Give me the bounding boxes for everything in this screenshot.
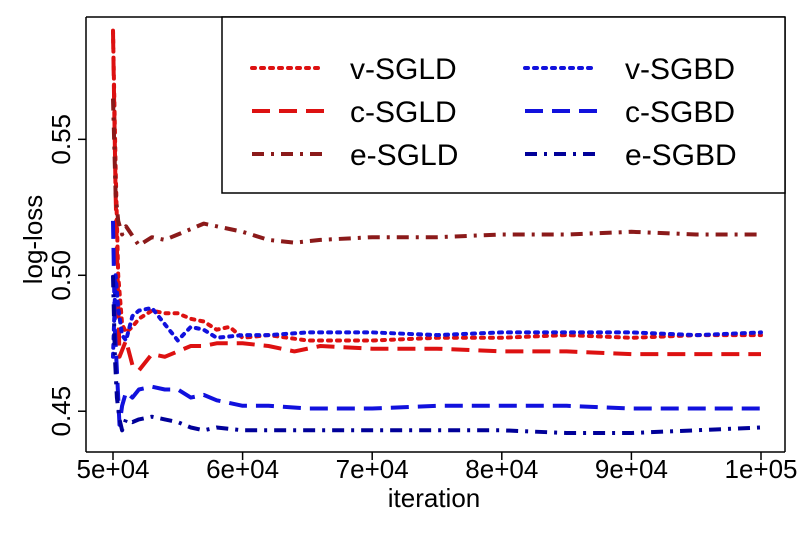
legend-box — [221, 16, 786, 194]
series-line-c-sgbd — [111, 220, 761, 427]
x-tick-label: 8e+04 — [465, 454, 538, 484]
x-tick-label: 7e+04 — [336, 454, 409, 484]
x-tick-label: 5e+04 — [76, 454, 149, 484]
axes: 5e+04 6e+04 7e+04 8e+04 9e+04 1e+05 0.45 0.50 0.… — [46, 16, 798, 484]
series-line-c-sgld — [111, 30, 761, 373]
legend-label-c-sgbd: c-SGBD — [625, 96, 735, 129]
legend-label-e-sgbd: e-SGBD — [625, 139, 737, 172]
y-tick-label: 0.50 — [46, 250, 76, 301]
series-line-v-sgbd — [111, 273, 763, 359]
legend-label-e-sgld: e-SGLD — [350, 139, 458, 172]
legend-label-c-sgld: c-SGLD — [350, 96, 457, 129]
series-layer — [111, 28, 763, 435]
legend-label-v-sgld: v-SGLD — [350, 53, 457, 86]
y-tick-label: 0.45 — [46, 386, 76, 437]
legend: v-SGLD c-SGLD e-SGLD v-SGBD c-SGBD e-SGBD — [221, 16, 786, 194]
x-tick-label: 1e+05 — [724, 454, 797, 484]
y-axis-title: log-loss — [18, 195, 48, 285]
x-axis-title: iteration — [388, 483, 481, 513]
legend-label-v-sgbd: v-SGBD — [625, 53, 735, 86]
series-line-e-sgbd — [111, 275, 762, 435]
series-line-v-sgld — [111, 28, 763, 343]
x-tick-label: 6e+04 — [206, 454, 279, 484]
series-line-e-sgld — [111, 98, 761, 248]
x-tick-label: 9e+04 — [595, 454, 668, 484]
y-tick-label: 0.55 — [46, 114, 76, 165]
